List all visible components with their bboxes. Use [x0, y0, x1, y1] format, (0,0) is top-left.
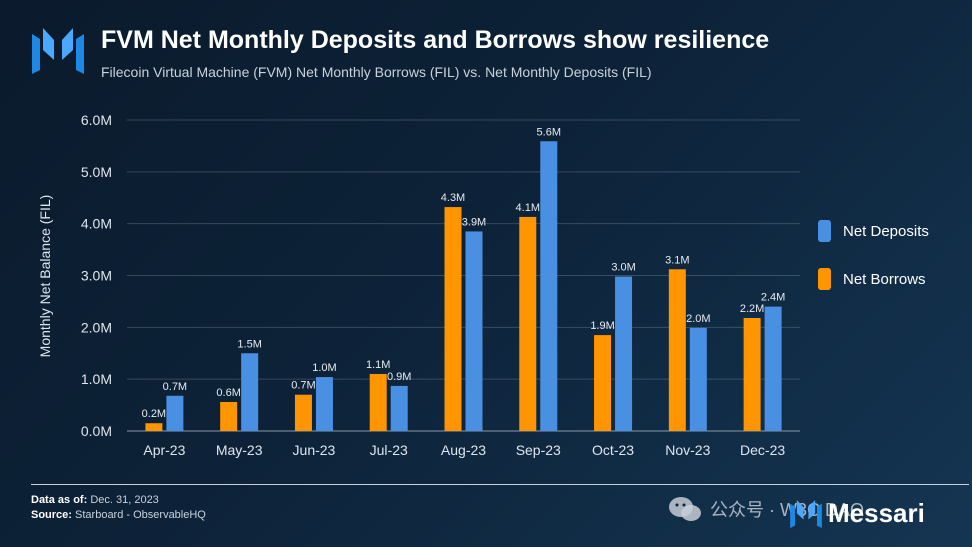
bar-net-deposits: [615, 276, 633, 431]
watermark-text: 公众号 · W3C DAO: [710, 500, 865, 520]
legend-label-net-deposits: Net Deposits: [843, 222, 929, 240]
x-tick-label: Sep-23: [516, 442, 561, 458]
data-label-net-borrows: 3.1M: [665, 254, 689, 266]
x-tick-label: Aug-23: [441, 442, 486, 458]
bar-net-borrows: [594, 335, 612, 431]
y-tick-label: 6.0M: [81, 112, 112, 128]
data-as-of-note: Data as of: Dec. 31, 2023: [31, 494, 159, 506]
bar-net-deposits: [166, 395, 184, 431]
x-tick-label: Apr-23: [143, 442, 185, 458]
y-tick-label: 3.0M: [81, 268, 112, 284]
legend-item-net-deposits: Net Deposits: [818, 220, 929, 242]
bar-net-borrows: [145, 423, 163, 431]
legend-swatch-net-deposits: [818, 220, 831, 242]
y-tick-label: 0.0M: [81, 423, 112, 439]
legend-label-net-borrows: Net Borrows: [843, 270, 926, 288]
legend-swatch-net-borrows: [818, 268, 831, 290]
bar-net-deposits: [390, 385, 408, 431]
data-label-net-deposits: 2.4M: [761, 292, 785, 304]
data-label-net-deposits: 2.0M: [686, 313, 710, 325]
data-label-net-borrows: 4.1M: [516, 202, 540, 214]
data-label-net-borrows: 4.3M: [441, 192, 465, 204]
data-label-net-deposits: 3.9M: [462, 216, 486, 228]
messari-brand: Messari: [790, 498, 925, 529]
source-value: Starboard - ObservableHQ: [75, 509, 206, 521]
bar-net-borrows: [294, 394, 312, 431]
messari-logo-icon: [32, 28, 84, 74]
data-label-net-borrows: 2.2M: [740, 303, 764, 315]
data-label-net-borrows: 0.6M: [216, 387, 240, 399]
data-label-net-deposits: 0.9M: [387, 371, 411, 383]
data-as-of-value: Dec. 31, 2023: [90, 494, 159, 506]
bar-net-deposits: [689, 327, 707, 431]
data-label-net-deposits: 1.0M: [312, 362, 336, 374]
data-label-net-borrows: 0.7M: [291, 380, 315, 392]
y-tick-label: 4.0M: [81, 216, 112, 232]
bar-net-deposits: [764, 306, 782, 431]
y-tick-label: 2.0M: [81, 319, 112, 335]
y-tick-label: 5.0M: [81, 164, 112, 180]
chart-subtitle: Filecoin Virtual Machine (FVM) Net Month…: [101, 64, 652, 80]
bar-net-deposits: [241, 353, 259, 431]
bar-net-borrows: [668, 269, 686, 431]
data-label-net-deposits: 3.0M: [611, 262, 635, 274]
messari-brand-icon: [790, 499, 822, 528]
wechat-watermark: 公众号 · W3C DAO: [668, 496, 864, 522]
data-label-net-deposits: 5.6M: [537, 126, 561, 138]
bar-net-deposits: [540, 141, 558, 432]
brand-name: Messari: [828, 498, 925, 528]
x-tick-label: Dec-23: [740, 442, 785, 458]
bar-net-borrows: [743, 318, 761, 431]
x-tick-label: Jul-23: [370, 442, 408, 458]
y-axis-label: Monthly Net Balance (FIL): [37, 195, 53, 358]
source-label: Source:: [31, 509, 72, 521]
bar-net-borrows: [519, 216, 537, 431]
y-tick-label: 1.0M: [81, 371, 112, 387]
x-tick-label: May-23: [216, 442, 263, 458]
legend-item-net-borrows: Net Borrows: [818, 268, 926, 290]
x-tick-label: Jun-23: [293, 442, 336, 458]
x-tick-label: Nov-23: [665, 442, 710, 458]
source-note: Source: Starboard - ObservableHQ: [31, 509, 206, 521]
x-tick-label: Oct-23: [592, 442, 634, 458]
bar-net-deposits: [315, 377, 333, 431]
footer-divider: [31, 484, 969, 485]
data-label-net-deposits: 1.5M: [237, 338, 261, 350]
data-label-net-borrows: 0.2M: [142, 408, 166, 420]
bar-net-borrows: [220, 401, 238, 431]
wechat-icon: [669, 497, 701, 521]
data-label-net-deposits: 0.7M: [163, 381, 187, 393]
bar-net-deposits: [465, 231, 483, 431]
data-as-of-label: Data as of:: [31, 494, 88, 506]
data-label-net-borrows: 1.1M: [366, 359, 390, 371]
chart-title: FVM Net Monthly Deposits and Borrows sho…: [101, 26, 770, 54]
bar-net-borrows: [369, 373, 387, 431]
data-label-net-borrows: 1.9M: [590, 320, 614, 332]
bar-net-borrows: [444, 207, 462, 431]
